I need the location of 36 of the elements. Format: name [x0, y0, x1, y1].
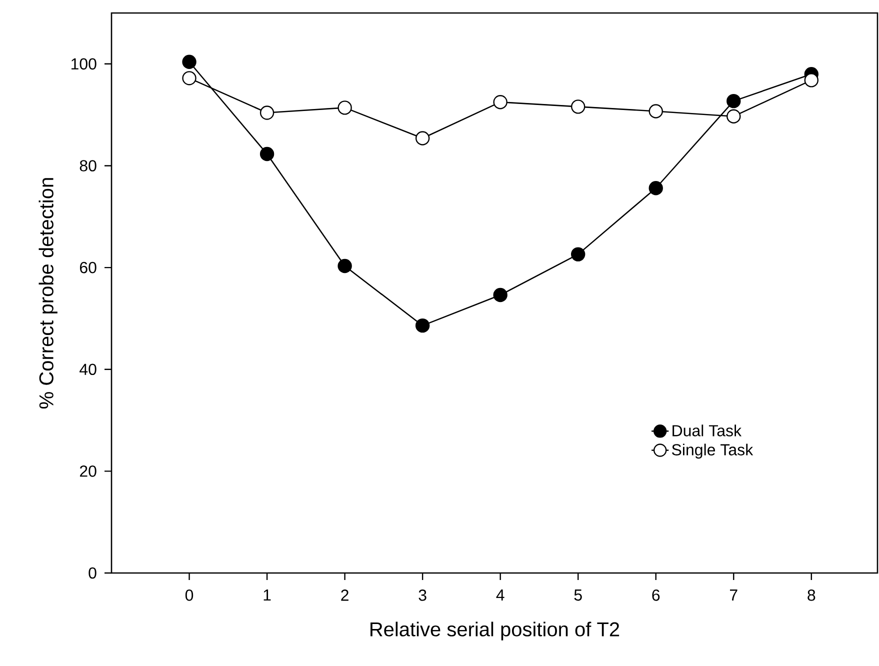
point [338, 100, 352, 115]
point [648, 104, 663, 118]
x-axis-title: Relative serial position of T2 [370, 622, 620, 640]
point [415, 131, 430, 146]
x-tick-label: 1 [264, 590, 271, 601]
point [260, 106, 274, 120]
y-tick-label: 80 [80, 160, 96, 172]
point [648, 181, 663, 196]
point [726, 94, 741, 108]
point [260, 146, 274, 162]
point [493, 94, 508, 110]
point [493, 288, 508, 302]
x-tick-label: 8 [808, 590, 816, 601]
y-tick-label: 40 [80, 364, 96, 376]
y-axis-title: % Correct probe detection [38, 178, 58, 408]
point [571, 100, 586, 114]
legend-label: Single Task [672, 444, 754, 459]
y-tick-label: 60 [80, 262, 96, 274]
point [415, 318, 430, 333]
x-tick-label: 5 [574, 590, 582, 601]
y-tick-label: 0 [88, 567, 96, 579]
x-tick-label: 7 [730, 590, 738, 601]
x-tick-label: 0 [185, 590, 194, 601]
x-tick-label: 2 [341, 590, 348, 601]
point [726, 109, 741, 124]
y-tick-label: 100 [72, 58, 96, 70]
point [182, 54, 196, 69]
x-tick-label: 6 [652, 590, 660, 601]
x-tick-label: 4 [496, 590, 504, 601]
point [571, 247, 586, 262]
point [804, 73, 818, 88]
point [338, 258, 352, 274]
x-tick-label: 3 [418, 590, 426, 601]
legend-label: Dual Task [672, 424, 742, 436]
y-tick-label: 20 [80, 466, 96, 477]
point [182, 71, 196, 86]
